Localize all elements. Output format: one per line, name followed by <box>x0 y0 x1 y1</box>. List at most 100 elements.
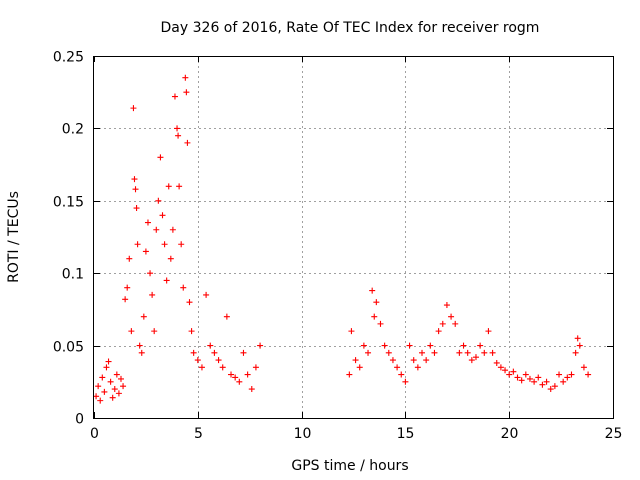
data-point <box>348 328 355 335</box>
axis-ticks: 0 5 10 15 20 25 0 0.05 0.1 0.15 0.2 0.25 <box>53 50 623 443</box>
y-tick-label: 0.25 <box>53 50 84 66</box>
data-point <box>93 393 100 400</box>
data-point <box>171 93 178 100</box>
data-point <box>385 349 392 356</box>
data-point <box>130 105 137 112</box>
data-point <box>169 226 176 233</box>
data-point <box>510 368 517 375</box>
data-point <box>122 296 129 303</box>
chart-title: Day 326 of 2016, Rate Of TEC Index for r… <box>161 20 540 36</box>
data-point <box>198 364 205 371</box>
data-point <box>144 219 151 226</box>
data-point <box>539 381 546 388</box>
data-point <box>556 371 563 378</box>
data-point <box>580 364 587 371</box>
data-point <box>531 378 538 385</box>
data-point <box>142 248 149 255</box>
data-point <box>236 378 243 385</box>
y-axis-title: ROTI / TECUs <box>6 191 22 283</box>
data-point <box>551 383 558 390</box>
x-tick-label: 10 <box>294 426 312 442</box>
x-axis-title: GPS time / hours <box>291 458 408 474</box>
data-point <box>547 386 554 393</box>
data-point <box>576 342 583 349</box>
data-point <box>369 287 376 294</box>
data-point <box>448 313 455 320</box>
x-tick-label: 5 <box>194 426 203 442</box>
data-point <box>398 371 405 378</box>
data-point <box>117 375 124 382</box>
data-point <box>423 357 430 364</box>
data-point <box>435 328 442 335</box>
data-point <box>182 74 189 81</box>
data-point <box>149 291 156 298</box>
data-point <box>373 299 380 306</box>
data-point <box>257 342 264 349</box>
data-point <box>157 154 164 161</box>
data-point <box>431 349 438 356</box>
data-point <box>101 388 108 395</box>
data-point <box>228 371 235 378</box>
data-point <box>109 394 116 401</box>
data-point <box>460 342 467 349</box>
data-point <box>377 320 384 327</box>
data-point <box>133 205 140 212</box>
data-point <box>585 371 592 378</box>
data-point <box>352 357 359 364</box>
x-tick-label: 15 <box>397 426 415 442</box>
data-point <box>514 374 521 381</box>
data-point <box>518 377 525 384</box>
data-point <box>389 357 396 364</box>
data-point <box>371 313 378 320</box>
data-point <box>477 342 484 349</box>
data-point <box>99 374 106 381</box>
data-point <box>111 386 118 393</box>
data-point <box>140 313 147 320</box>
data-point <box>97 397 104 404</box>
data-point <box>574 335 581 342</box>
data-points <box>93 74 592 404</box>
data-point <box>138 349 145 356</box>
data-point <box>153 226 160 233</box>
data-point <box>497 364 504 371</box>
plot-frame <box>93 56 614 419</box>
data-point <box>120 383 127 390</box>
data-point <box>502 367 509 374</box>
data-point <box>252 364 259 371</box>
data-point <box>203 291 210 298</box>
data-point <box>419 349 426 356</box>
data-point <box>543 378 550 385</box>
data-point <box>346 371 353 378</box>
data-point <box>248 386 255 393</box>
data-point <box>522 371 529 378</box>
data-point <box>427 342 434 349</box>
x-tick-label: 25 <box>605 426 623 442</box>
data-point <box>564 374 571 381</box>
data-point <box>572 349 579 356</box>
data-point <box>136 342 143 349</box>
data-point <box>568 371 575 378</box>
data-point <box>402 378 409 385</box>
data-point <box>178 241 185 248</box>
data-point <box>526 375 533 382</box>
data-point <box>175 132 182 139</box>
data-point <box>167 255 174 262</box>
y-tick-label: 0 <box>75 412 84 428</box>
data-point <box>128 328 135 335</box>
data-point <box>535 374 542 381</box>
data-point <box>443 302 450 309</box>
data-point <box>232 374 239 381</box>
data-point <box>215 357 222 364</box>
data-point <box>115 390 122 397</box>
data-point <box>219 364 226 371</box>
data-point <box>163 277 170 284</box>
data-point <box>151 328 158 335</box>
data-point <box>452 320 459 327</box>
data-point <box>410 357 417 364</box>
data-point <box>472 354 479 361</box>
y-tick-label: 0.2 <box>62 122 84 138</box>
data-point <box>165 183 172 190</box>
x-tick-label: 20 <box>501 426 519 442</box>
data-point <box>131 176 138 183</box>
